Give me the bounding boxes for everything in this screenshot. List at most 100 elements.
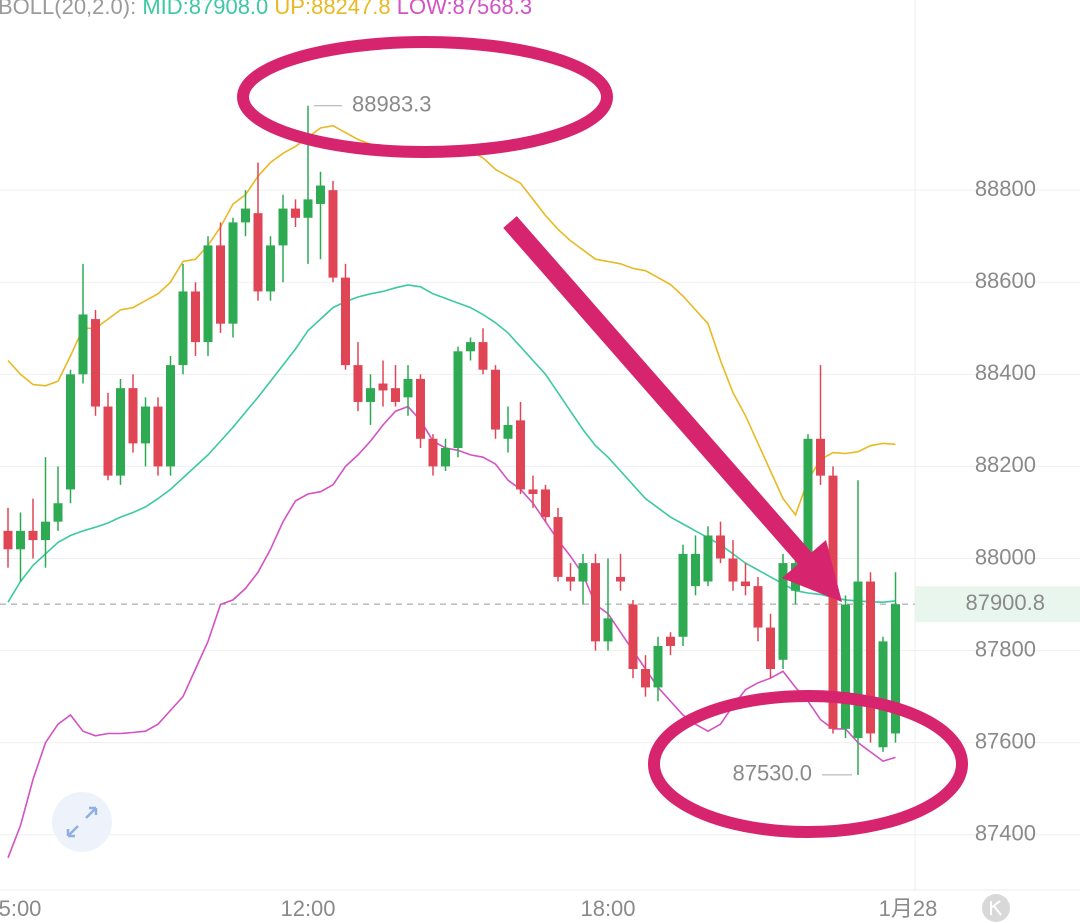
indicator-header: BOLL(20,2.0): MID:87908.0 UP:88247.8 LOW… — [0, 0, 532, 19]
candle-body — [603, 618, 613, 642]
indicator-label: BOLL(20,2.0): — [0, 0, 136, 19]
candle-body — [278, 208, 288, 246]
candle-body — [203, 245, 213, 343]
candle-body — [16, 530, 25, 550]
candle-body — [403, 378, 413, 398]
candle-body — [541, 489, 550, 518]
candle-body — [141, 406, 150, 444]
candle-body — [391, 388, 400, 402]
y-tick-label: 88400 — [975, 360, 1036, 385]
candle-body — [641, 668, 650, 688]
highlight-circle — [648, 690, 968, 838]
candle-body — [616, 576, 625, 582]
candle-body — [691, 553, 700, 587]
candle-body — [741, 581, 750, 587]
expand-button[interactable] — [52, 792, 112, 852]
candle-body — [766, 627, 775, 669]
candle-body — [103, 406, 113, 476]
candle-body — [478, 342, 488, 370]
expand-icon — [66, 806, 98, 838]
candle-body — [716, 535, 725, 559]
candle-body — [778, 563, 788, 660]
candle-body — [241, 208, 250, 223]
highlight-circle — [237, 36, 613, 158]
candle-body — [128, 388, 138, 444]
candle-body — [53, 503, 63, 522]
candle-body — [803, 438, 813, 577]
candle-body — [428, 438, 438, 467]
y-tick-label: 88600 — [975, 268, 1036, 293]
candle-body — [328, 190, 338, 278]
candle-body — [253, 213, 263, 292]
candle-body — [503, 424, 513, 439]
candle-body — [416, 378, 425, 439]
candle-body — [528, 489, 538, 495]
candle-body — [91, 319, 100, 407]
x-tick-label: 5:00 — [0, 896, 41, 921]
candle-body — [703, 535, 713, 582]
candle-body — [366, 388, 375, 402]
candle-body — [166, 365, 175, 467]
candle-body — [41, 521, 50, 541]
band-line — [7, 405, 896, 859]
candle-body — [216, 245, 225, 324]
y-tick-label: 87600 — [975, 728, 1036, 753]
candle-body — [566, 576, 575, 582]
annotation-label: 88983.3 — [352, 92, 432, 117]
candle-body — [553, 517, 563, 577]
band-line — [7, 284, 896, 604]
y-tick-label: 88000 — [975, 544, 1036, 569]
annotation-label: 87530.0 — [732, 761, 812, 786]
x-tick-label: 12:00 — [280, 896, 335, 921]
candle-body — [728, 558, 738, 582]
candle-body — [3, 530, 13, 550]
arrow-head — [782, 540, 842, 602]
y-tick-label: 87800 — [975, 636, 1036, 661]
candle-body — [491, 369, 500, 430]
candle-body — [628, 604, 638, 669]
candle-body — [678, 553, 688, 637]
candle-body — [891, 604, 900, 734]
candle-body — [591, 563, 600, 642]
candle-body — [866, 581, 875, 734]
k-icon — [990, 900, 1002, 916]
candle-body — [816, 438, 825, 476]
candle-body — [341, 277, 350, 366]
candle-body — [291, 208, 300, 218]
candle-body — [266, 245, 275, 292]
last-price-box — [915, 586, 1080, 623]
candle-body — [353, 365, 363, 402]
candle-body — [441, 447, 450, 467]
y-tick-label: 87400 — [975, 821, 1036, 846]
arrow-shaft — [503, 216, 822, 576]
candle-body — [28, 530, 38, 541]
candle-body — [853, 581, 863, 739]
candle-body — [753, 586, 763, 628]
x-tick-label: 18:00 — [580, 896, 635, 921]
candle-body — [666, 636, 675, 646]
y-tick-label: 88800 — [975, 176, 1036, 201]
candle-body — [191, 291, 200, 343]
candle-body — [178, 291, 188, 366]
candle-body — [116, 388, 125, 476]
candle-body — [466, 342, 475, 352]
indicator-mid: MID:87908.0 — [142, 0, 268, 19]
candle-body — [316, 185, 325, 204]
y-tick-label: 88200 — [975, 452, 1036, 477]
candle-body — [841, 604, 850, 729]
candle-body — [878, 641, 888, 748]
last-price-label: 87900.8 — [965, 590, 1045, 615]
candle-body — [828, 475, 838, 729]
candle-body — [153, 406, 163, 467]
candle-body — [578, 563, 588, 582]
candle-body — [453, 351, 463, 448]
candle-body — [653, 645, 663, 688]
candle-body — [228, 222, 238, 324]
candle-body — [66, 374, 75, 490]
indicator-low: LOW:87568.3 — [397, 0, 532, 19]
candle-body — [78, 314, 88, 375]
indicator-up: UP:88247.8 — [274, 0, 390, 19]
candle-body — [303, 199, 313, 218]
